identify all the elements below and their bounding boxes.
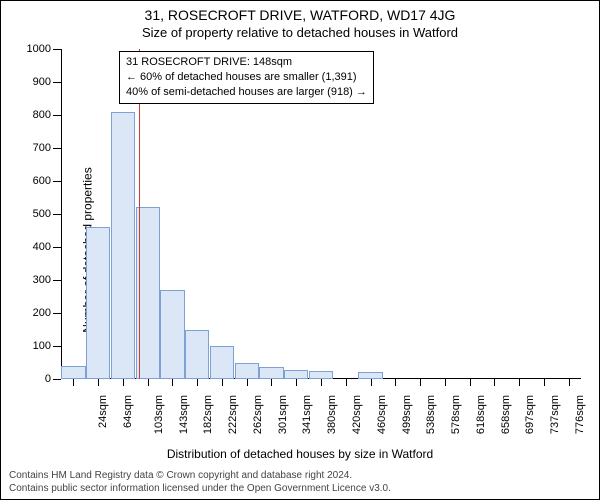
title-address: 31, ROSECROFT DRIVE, WATFORD, WD17 4JG bbox=[1, 7, 599, 23]
x-tick bbox=[395, 379, 396, 386]
y-tick-label: 600 bbox=[33, 175, 51, 187]
x-tick bbox=[470, 379, 471, 386]
x-tick-label: 737sqm bbox=[549, 395, 561, 434]
x-tick bbox=[569, 379, 570, 386]
x-tick bbox=[296, 379, 297, 386]
x-tick-label: 301sqm bbox=[277, 395, 289, 434]
footer-attribution: Contains HM Land Registry data © Crown c… bbox=[9, 469, 391, 495]
y-tick-label: 800 bbox=[33, 109, 51, 121]
x-tick bbox=[172, 379, 173, 386]
x-tick-label: 499sqm bbox=[401, 395, 413, 434]
plot-area: 0100200300400500600700800900100024sqm64s… bbox=[61, 49, 581, 379]
y-tick-label: 100 bbox=[33, 340, 51, 352]
y-tick bbox=[53, 247, 61, 248]
x-tick bbox=[197, 379, 198, 386]
x-tick-label: 380sqm bbox=[326, 395, 338, 434]
x-tick-label: 697sqm bbox=[524, 395, 536, 434]
annotation-line-1: 31 ROSECROFT DRIVE: 148sqm bbox=[126, 55, 367, 70]
x-tick-label: 103sqm bbox=[153, 395, 165, 434]
y-tick-label: 0 bbox=[45, 373, 51, 385]
bar bbox=[358, 372, 382, 379]
x-tick bbox=[445, 379, 446, 386]
x-tick-label: 182sqm bbox=[203, 395, 215, 434]
x-tick bbox=[148, 379, 149, 386]
x-tick bbox=[420, 379, 421, 386]
x-tick bbox=[73, 379, 74, 386]
x-tick bbox=[247, 379, 248, 386]
x-tick-label: 143sqm bbox=[178, 395, 190, 434]
x-tick bbox=[544, 379, 545, 386]
x-tick bbox=[346, 379, 347, 386]
x-tick-label: 776sqm bbox=[574, 395, 586, 434]
y-tick-label: 200 bbox=[33, 307, 51, 319]
y-tick bbox=[53, 280, 61, 281]
annotation-line-2: ← 60% of detached houses are smaller (1,… bbox=[126, 70, 367, 85]
x-tick bbox=[371, 379, 372, 386]
x-tick-label: 24sqm bbox=[97, 395, 109, 428]
y-tick bbox=[53, 214, 61, 215]
y-tick-label: 900 bbox=[33, 76, 51, 88]
chart-container: 31, ROSECROFT DRIVE, WATFORD, WD17 4JG S… bbox=[0, 0, 600, 500]
footer-line-1: Contains HM Land Registry data © Crown c… bbox=[9, 469, 391, 482]
y-tick-label: 400 bbox=[33, 241, 51, 253]
bar bbox=[111, 112, 135, 379]
x-tick bbox=[222, 379, 223, 386]
y-tick-label: 300 bbox=[33, 274, 51, 286]
y-tick bbox=[53, 148, 61, 149]
y-tick bbox=[53, 181, 61, 182]
bar bbox=[185, 330, 209, 380]
y-tick bbox=[53, 82, 61, 83]
bar bbox=[86, 227, 110, 379]
annotation-line-3: 40% of semi-detached houses are larger (… bbox=[126, 85, 367, 100]
bar bbox=[309, 371, 333, 379]
bar bbox=[210, 346, 234, 379]
bar bbox=[235, 363, 259, 380]
x-tick-label: 618sqm bbox=[475, 395, 487, 434]
x-tick bbox=[321, 379, 322, 386]
x-tick-label: 578sqm bbox=[450, 395, 462, 434]
x-tick-label: 341sqm bbox=[302, 395, 314, 434]
footer-line-2: Contains public sector information licen… bbox=[9, 482, 391, 495]
y-tick-label: 700 bbox=[33, 142, 51, 154]
x-tick-label: 262sqm bbox=[252, 395, 264, 434]
y-tick-label: 1000 bbox=[27, 43, 51, 55]
y-tick bbox=[53, 115, 61, 116]
x-axis-label: Distribution of detached houses by size … bbox=[1, 447, 599, 461]
x-tick bbox=[271, 379, 272, 386]
x-tick-label: 64sqm bbox=[122, 395, 134, 428]
bar bbox=[160, 290, 184, 379]
y-tick bbox=[53, 379, 61, 380]
y-tick bbox=[53, 313, 61, 314]
y-tick bbox=[53, 49, 61, 50]
x-tick-label: 420sqm bbox=[351, 395, 363, 434]
y-tick bbox=[53, 346, 61, 347]
y-axis-line bbox=[61, 49, 62, 379]
x-tick bbox=[519, 379, 520, 386]
annotation-box: 31 ROSECROFT DRIVE: 148sqm← 60% of detac… bbox=[119, 51, 374, 104]
x-tick bbox=[98, 379, 99, 386]
x-tick bbox=[123, 379, 124, 386]
bar bbox=[284, 370, 308, 379]
y-tick-label: 500 bbox=[33, 208, 51, 220]
x-tick-label: 222sqm bbox=[227, 395, 239, 434]
title-description: Size of property relative to detached ho… bbox=[1, 25, 599, 40]
bar bbox=[259, 367, 283, 379]
x-tick-label: 460sqm bbox=[376, 395, 388, 434]
x-tick-label: 538sqm bbox=[425, 395, 437, 434]
x-tick-label: 658sqm bbox=[500, 395, 512, 434]
bar bbox=[61, 366, 85, 379]
plot-inner: 0100200300400500600700800900100024sqm64s… bbox=[61, 49, 581, 379]
x-tick bbox=[494, 379, 495, 386]
